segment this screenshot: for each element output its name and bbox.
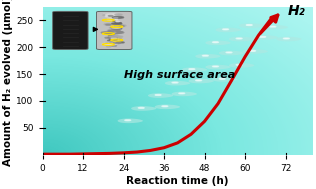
Polygon shape xyxy=(276,37,301,41)
Circle shape xyxy=(106,42,113,43)
Circle shape xyxy=(112,16,124,18)
Circle shape xyxy=(112,32,122,33)
Circle shape xyxy=(113,32,116,33)
Ellipse shape xyxy=(213,66,218,67)
Ellipse shape xyxy=(203,55,208,56)
Circle shape xyxy=(109,45,117,46)
Polygon shape xyxy=(195,54,221,59)
Ellipse shape xyxy=(270,26,276,27)
Circle shape xyxy=(107,19,117,20)
Circle shape xyxy=(115,23,121,24)
Circle shape xyxy=(109,15,114,16)
Circle shape xyxy=(105,33,115,34)
Circle shape xyxy=(108,46,114,47)
Circle shape xyxy=(108,30,120,32)
Ellipse shape xyxy=(219,78,225,79)
Circle shape xyxy=(111,38,117,39)
Ellipse shape xyxy=(226,52,232,53)
X-axis label: Reaction time (h): Reaction time (h) xyxy=(126,176,229,186)
Circle shape xyxy=(114,25,122,27)
Circle shape xyxy=(106,24,111,25)
Ellipse shape xyxy=(236,64,242,65)
Text: High surface area: High surface area xyxy=(124,70,235,80)
Circle shape xyxy=(107,46,111,47)
Circle shape xyxy=(115,14,122,15)
Circle shape xyxy=(113,31,121,32)
Polygon shape xyxy=(131,106,156,111)
Polygon shape xyxy=(239,23,264,28)
Ellipse shape xyxy=(250,50,255,51)
Circle shape xyxy=(112,23,122,24)
Circle shape xyxy=(103,14,114,16)
Circle shape xyxy=(105,37,110,38)
Circle shape xyxy=(110,39,117,40)
Ellipse shape xyxy=(213,42,218,43)
Circle shape xyxy=(108,15,113,16)
Polygon shape xyxy=(118,119,143,123)
Circle shape xyxy=(105,16,113,17)
Y-axis label: Amount of H₂ evolved (μmol): Amount of H₂ evolved (μmol) xyxy=(3,0,14,166)
Circle shape xyxy=(112,28,122,29)
Polygon shape xyxy=(219,51,244,55)
Ellipse shape xyxy=(179,93,185,94)
Circle shape xyxy=(116,25,126,26)
Polygon shape xyxy=(216,28,241,32)
Ellipse shape xyxy=(155,94,161,95)
Circle shape xyxy=(108,37,117,38)
Circle shape xyxy=(112,27,120,28)
Ellipse shape xyxy=(260,36,265,37)
Circle shape xyxy=(107,30,111,31)
Polygon shape xyxy=(189,79,214,83)
Ellipse shape xyxy=(283,38,289,39)
Polygon shape xyxy=(165,81,190,85)
Circle shape xyxy=(110,42,113,43)
Circle shape xyxy=(104,24,114,25)
Text: H₂: H₂ xyxy=(287,4,305,18)
Circle shape xyxy=(115,32,120,33)
Polygon shape xyxy=(242,49,268,54)
Polygon shape xyxy=(155,105,180,109)
Circle shape xyxy=(101,32,113,34)
Circle shape xyxy=(116,42,124,43)
Circle shape xyxy=(106,14,118,16)
Circle shape xyxy=(112,36,123,38)
Polygon shape xyxy=(148,93,173,98)
Ellipse shape xyxy=(246,25,252,26)
Polygon shape xyxy=(229,37,254,41)
Circle shape xyxy=(119,39,122,40)
Polygon shape xyxy=(205,65,231,69)
Polygon shape xyxy=(229,63,254,68)
Circle shape xyxy=(109,27,113,28)
FancyBboxPatch shape xyxy=(96,11,132,50)
Circle shape xyxy=(103,14,113,15)
Polygon shape xyxy=(212,77,237,82)
Circle shape xyxy=(108,40,110,41)
Ellipse shape xyxy=(125,120,131,121)
Circle shape xyxy=(115,42,122,43)
Ellipse shape xyxy=(236,38,242,39)
Circle shape xyxy=(106,14,116,15)
Circle shape xyxy=(107,43,117,45)
Circle shape xyxy=(108,34,115,35)
Polygon shape xyxy=(263,25,288,29)
FancyBboxPatch shape xyxy=(53,11,88,50)
Circle shape xyxy=(113,32,124,33)
Polygon shape xyxy=(172,92,197,96)
Circle shape xyxy=(108,31,111,32)
Polygon shape xyxy=(205,40,231,45)
Polygon shape xyxy=(252,35,278,40)
Ellipse shape xyxy=(172,82,178,83)
Circle shape xyxy=(113,43,120,44)
Circle shape xyxy=(114,25,124,27)
Circle shape xyxy=(110,36,119,37)
Circle shape xyxy=(114,32,120,33)
Circle shape xyxy=(111,27,113,28)
Ellipse shape xyxy=(189,69,195,70)
Polygon shape xyxy=(182,67,207,72)
Circle shape xyxy=(102,43,112,45)
Ellipse shape xyxy=(223,29,228,30)
Ellipse shape xyxy=(162,106,168,107)
Circle shape xyxy=(116,21,119,22)
Ellipse shape xyxy=(196,80,202,81)
